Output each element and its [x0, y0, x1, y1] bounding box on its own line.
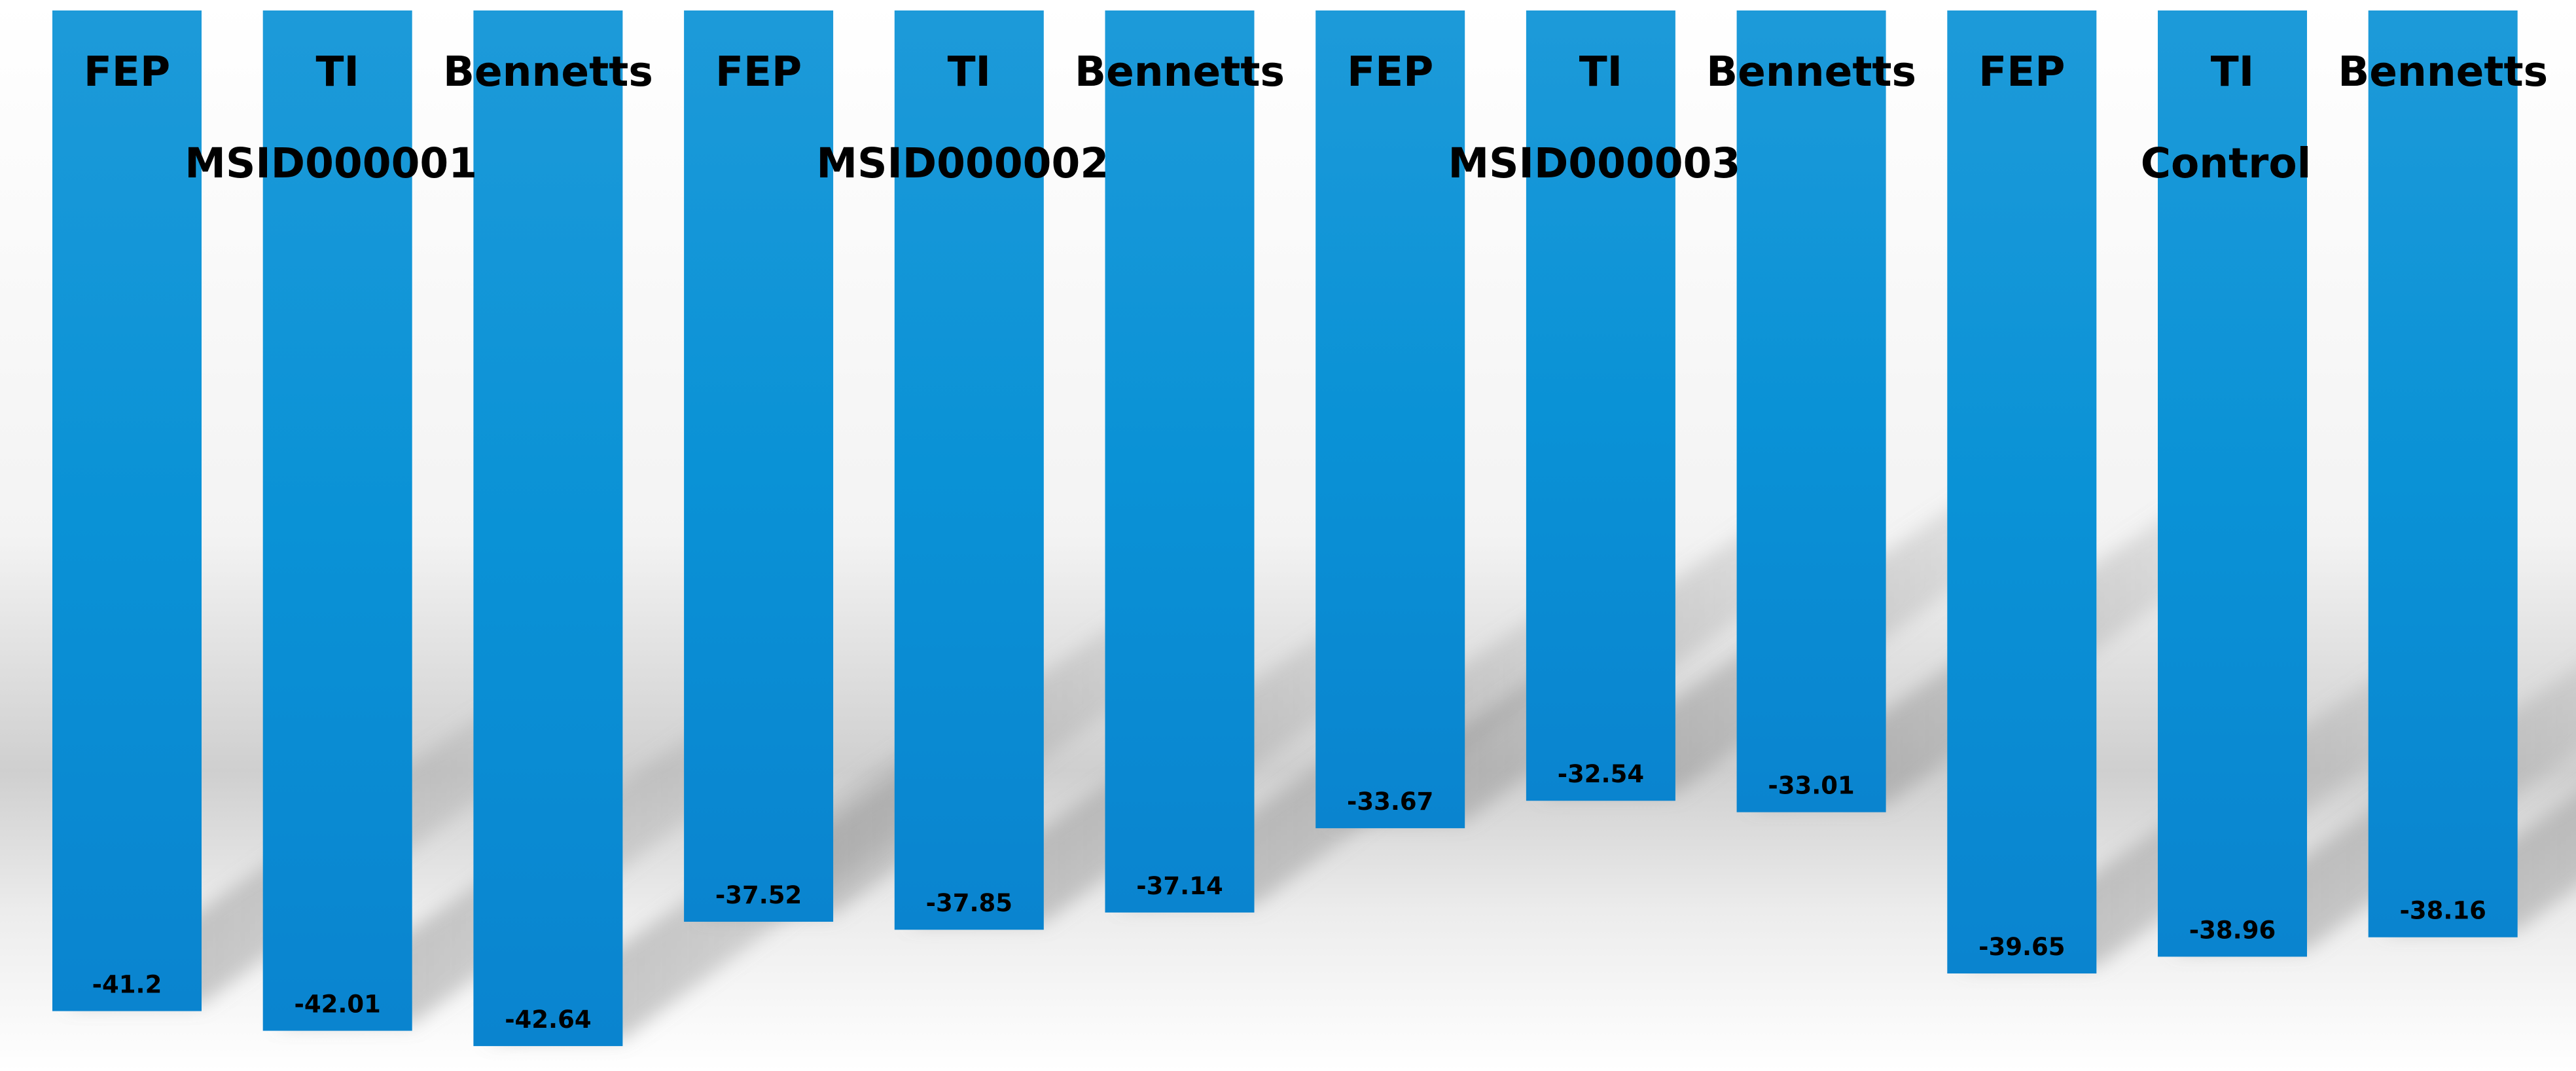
bar-msid000003-fep — [1315, 10, 1465, 829]
category-label: Bennetts — [1706, 48, 1916, 96]
data-label: -37.85 — [926, 889, 1012, 917]
category-label: FEP — [1347, 48, 1433, 96]
category-label: Bennetts — [2338, 48, 2548, 96]
category-label: TI — [2211, 48, 2254, 96]
category-label: FEP — [715, 48, 802, 96]
bar-msid000003-ti — [1526, 10, 1675, 801]
data-label: -38.16 — [2400, 897, 2486, 925]
category-label: Bennetts — [1075, 48, 1285, 96]
category-label: TI — [315, 48, 359, 96]
bar-msid000001-fep — [52, 10, 202, 1011]
bar-msid000001-bennetts — [473, 10, 623, 1046]
category-label: FEP — [84, 48, 170, 96]
category-label: FEP — [1978, 48, 2065, 96]
data-label: -42.64 — [505, 1006, 591, 1034]
bar-control-ti — [2158, 10, 2307, 957]
data-label: -42.01 — [295, 990, 381, 1019]
data-label: -37.14 — [1136, 872, 1223, 900]
category-label: TI — [1579, 48, 1622, 96]
data-label: -33.01 — [1768, 772, 1854, 800]
bar-control-fep — [1947, 10, 2097, 974]
bar-msid000002-fep — [684, 10, 834, 922]
bar-msid000001-ti — [262, 10, 412, 1031]
group-label: MSID000001 — [185, 139, 477, 187]
group-label: MSID000003 — [1448, 139, 1740, 187]
data-label: -38.96 — [2189, 916, 2276, 944]
group-label: Control — [2141, 139, 2311, 187]
data-label: -37.52 — [715, 881, 802, 909]
data-label: -41.2 — [92, 971, 162, 999]
data-label: -32.54 — [1558, 760, 1644, 788]
category-label: Bennetts — [443, 48, 653, 96]
label-layer: FEP -41.2 TI -42.01 Bennetts -42.64 MSID000001… — [84, 48, 2548, 1034]
group-label: MSID000002 — [816, 139, 1109, 187]
data-label: -33.67 — [1347, 788, 1433, 816]
bar-layer — [52, 10, 2518, 1046]
category-label: TI — [948, 48, 991, 96]
bar-msid000002-ti — [894, 10, 1044, 930]
bar-control-bennetts — [2368, 10, 2518, 937]
bar-msid000003-bennetts — [1736, 10, 1886, 812]
data-label: -39.65 — [1978, 933, 2065, 961]
bar-msid000002-bennetts — [1105, 10, 1255, 913]
